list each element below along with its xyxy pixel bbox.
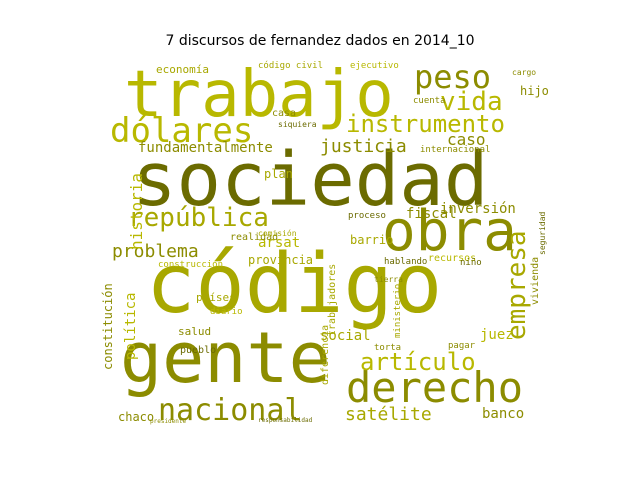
cloud-word: arsat	[258, 235, 300, 251]
cloud-word: vida	[440, 87, 503, 117]
cloud-word: seguridad	[538, 211, 547, 255]
cloud-word: recursos	[428, 253, 476, 264]
cloud-word: cargo	[512, 68, 536, 77]
cloud-word: barrio	[350, 233, 393, 247]
cloud-word: diario	[210, 307, 243, 317]
cloud-word: realidad	[230, 232, 278, 243]
cloud-word: problema	[112, 241, 199, 262]
cloud-word: economía	[156, 63, 209, 76]
cloud-word: plan	[264, 167, 293, 181]
cloud-word: peso	[414, 58, 491, 96]
cloud-word: salud	[178, 325, 211, 338]
cloud-word: torta	[374, 343, 401, 353]
cloud-word: social	[320, 328, 371, 344]
cloud-word: fiscal	[406, 206, 457, 222]
cloud-word: república	[128, 203, 269, 233]
cloud-word: responsabilidad	[258, 417, 313, 424]
cloud-word: niño	[460, 258, 482, 268]
cloud-word: empresa	[502, 230, 532, 340]
cloud-word: instrumento	[346, 110, 505, 138]
cloud-word: diferencia	[320, 325, 331, 385]
cloud-word: pueblo	[180, 345, 216, 356]
cloud-word: tierra	[374, 275, 403, 284]
cloud-word: trabajo	[124, 58, 394, 132]
cloud-word: presidente	[150, 418, 187, 425]
cloud-word: historia	[127, 173, 146, 250]
cloud-word: hijo	[520, 84, 549, 98]
cloud-word: satélite	[345, 404, 432, 425]
cloud-word: provincia	[248, 253, 313, 267]
cloud-word: ejecutivo	[350, 61, 399, 71]
cloud-word: política	[123, 293, 139, 360]
cloud-word: justicia	[320, 136, 407, 157]
cloud-word: juez	[480, 327, 514, 343]
figure-title: 7 discursos de fernandez dados en 2014_1…	[165, 33, 475, 49]
cloud-word: artículo	[360, 348, 476, 376]
cloud-word: obra	[382, 199, 517, 264]
cloud-word: inversión	[440, 201, 516, 217]
cloud-word: ministerio	[393, 284, 403, 338]
cloud-word: países	[196, 291, 236, 304]
cloud-word: proceso	[348, 211, 386, 221]
cloud-word: vivienda	[530, 257, 541, 305]
cloud-word: trabajadores	[327, 264, 338, 336]
cloud-word: derecho	[346, 363, 523, 412]
cloud-word: código civil	[258, 60, 323, 71]
cloud-word: banco	[482, 406, 524, 422]
cloud-word: constitución	[101, 283, 115, 370]
cloud-word: sociedad	[132, 137, 488, 223]
cloud-word: casa	[272, 108, 296, 119]
cloud-word: gente	[120, 317, 331, 399]
cloud-word: dólares	[110, 111, 253, 151]
cloud-word: siquiera	[278, 120, 317, 129]
cloud-word: nacional	[158, 393, 303, 428]
cloud-word: código	[146, 237, 442, 332]
cloud-word: hablando	[384, 257, 427, 267]
cloud-word: cuenta	[413, 96, 446, 106]
cloud-word: pagar	[448, 341, 476, 351]
cloud-word: construcción	[158, 259, 223, 270]
cloud-word: internacional	[420, 145, 490, 155]
cloud-word: chaco	[118, 410, 154, 424]
cloud-word: caso	[447, 130, 486, 149]
cloud-word: fundamentalmente	[138, 140, 273, 156]
cloud-word: comisión	[258, 228, 297, 238]
